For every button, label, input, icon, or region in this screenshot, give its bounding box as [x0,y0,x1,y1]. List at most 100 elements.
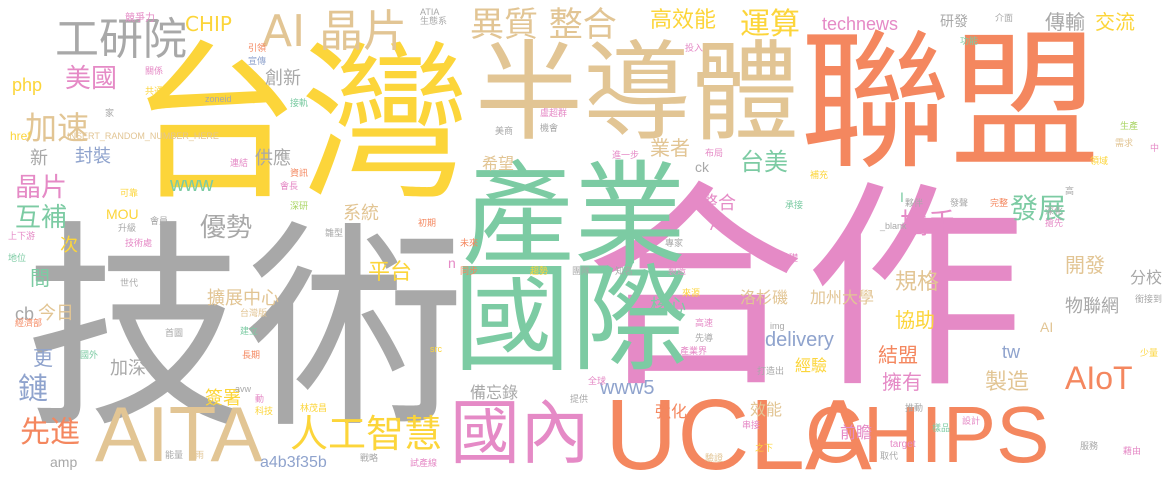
word-hubu: 互補 [15,203,68,233]
word-xin: 新 [30,148,48,169]
word-wanzheng: 完整 [990,199,1009,209]
word-www: www [170,174,214,196]
word-tigong: 提供 [570,395,589,405]
word-atia: ATIA [420,7,440,17]
word-chuxing: 雛型 [325,229,344,239]
word-xitong: 系統 [343,203,379,224]
word-ucla: UCLA [605,379,872,482]
word-youshi: 優勢 [200,213,253,243]
word-gao: 高 [1065,187,1075,197]
word-aita: AITA [95,390,263,478]
word-dazaochu: 打造出 [757,367,785,377]
word-shidai: 世代 [120,279,139,289]
word-yezhe: 業者 [650,136,690,160]
word-zhenghe: 整合 [700,193,736,214]
word-pingtai: 平台 [368,260,413,285]
word-chuanshu: 傳輸 [1045,10,1085,34]
word-zhong: 中 [1150,144,1160,154]
word-luchaoqun: 盧超群 [540,109,568,119]
word-chips: CHIPS [805,390,1050,479]
word-tuidong: 推動 [905,404,924,414]
word-kaifa: 開發 [1065,253,1105,277]
word-taiwanban: 台灣版 [240,309,268,319]
word-jingzhengli: 競爭力 [125,13,155,24]
word-yinling: 引領 [248,44,267,54]
word-a4b3f35b: a4b3f35b [260,454,327,471]
word-zhanlue: 戰略 [360,454,379,464]
word-taiwan: 台灣 [130,26,471,224]
word-geng: 更 [33,346,53,370]
word-yunsuan: 運算 [740,7,800,42]
word-i: I [900,189,904,205]
word-fuwu: 服務 [1080,442,1099,452]
word-jiemeng: 結盟 [878,343,918,367]
word-meishang: 美商 [495,127,514,137]
word-beiwanglu: 備忘錄 [470,383,519,402]
word-meiguo: 美國 [65,64,118,94]
word-huiyuan: 會員 [150,217,169,227]
word-yizhi-zhenghe: 異質 整合 [470,5,617,45]
word-linmaochang: 林茂昌 [300,404,328,414]
word-gongyanyuan: 工研院 [55,14,187,65]
word-insert-random-number-here: INSERT_RANDOM_NUMBER_HERE [67,131,219,141]
word-kuozhan-zhongxin: 擴展中心 [207,288,279,309]
word-jieyou: 藉由 [1123,447,1142,457]
word-zixun: 資訊 [290,169,309,179]
word-cb: cb [15,304,35,324]
word-jia: 家 [105,109,115,119]
word-nengliang: 能量 [165,451,184,461]
word-jiegui: 接軌 [290,99,309,109]
word-diwei: 地位 [8,254,27,264]
word-zhuanjia: 專家 [665,239,684,249]
word-hexin: 核心 [650,296,686,317]
word-ai-jingpian: AI 晶片 [262,6,408,57]
word-fasheng: 發聲 [950,199,969,209]
word-zhiming: 知名 [615,267,634,277]
word-jinri: 今日 [38,303,74,324]
word-zoneid: zoneid [205,94,232,104]
word-xuanchuan: 宣傳 [248,57,267,67]
word-a: A [710,217,721,234]
word-yongyou: 擁有 [882,370,922,394]
word-src: src [430,344,442,354]
word-shangxiayou: 上下游 [8,232,36,242]
word-buju: 布局 [705,149,724,159]
word-guanxi: 關係 [145,67,164,77]
word-yanfa: 研發 [940,14,968,30]
word-www5: www5 [600,377,655,399]
word-zhixia: 之下 [755,444,774,454]
word-keji: 科技 [255,407,274,417]
word-quanqiu: 全球 [588,377,607,387]
word-jiazhou-daxue: 加州大學 [810,288,875,307]
word-jishuchu: 技術處 [125,239,153,249]
word-jiasu: 加速 [25,109,90,147]
word-chanye: 產業 [462,151,686,281]
word-chanyejie: 產業界 [680,347,708,357]
word-guonei: 國內 [450,392,590,474]
word-chuqi: 初期 [418,219,437,229]
word-avw: avw [235,384,252,394]
word-guige: 規格 [895,270,940,295]
word-fazhan: 發展 [1010,192,1067,225]
word-fenxiao: 分校 [1130,268,1163,287]
word-ck: ck [695,159,709,175]
word-kekao: 可靠 [120,189,139,199]
word-shengchan: 生產 [1120,122,1139,132]
word-href: href [10,129,31,143]
word-amp: amp [50,454,78,470]
word-qudai: 取代 [880,452,899,462]
word-chengjie: 承接 [785,201,804,211]
word-yanzheng: 驗證 [705,454,724,464]
word-jingyan: 經驗 [795,356,828,375]
word-jihui: 機會 [540,124,559,134]
word-changqi: 長期 [242,351,261,361]
word-lingyu: 領域 [1090,157,1109,167]
word-jichu: 基礎 [780,254,799,264]
word-huoban: 夥伴 [905,199,924,209]
word-n: n [448,255,456,271]
word-gongtong: 共通 [145,87,164,97]
word-ai: AI [1040,319,1054,335]
word-qiangxian: 搶先 [1045,219,1064,229]
word-sheji: 設計 [962,417,981,427]
